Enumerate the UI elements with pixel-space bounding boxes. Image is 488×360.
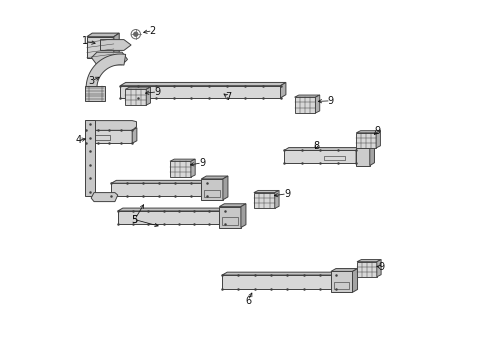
Text: 7: 7 bbox=[224, 92, 231, 102]
Polygon shape bbox=[369, 145, 374, 166]
Polygon shape bbox=[170, 159, 195, 161]
Polygon shape bbox=[86, 128, 137, 130]
Polygon shape bbox=[87, 37, 114, 58]
Text: 8: 8 bbox=[313, 141, 319, 151]
Polygon shape bbox=[330, 269, 357, 271]
Polygon shape bbox=[356, 131, 380, 133]
Polygon shape bbox=[111, 180, 211, 183]
Polygon shape bbox=[114, 33, 119, 58]
Polygon shape bbox=[91, 52, 127, 65]
Polygon shape bbox=[219, 204, 245, 207]
Text: 2: 2 bbox=[149, 26, 156, 36]
Polygon shape bbox=[206, 180, 211, 196]
Polygon shape bbox=[330, 271, 352, 292]
Polygon shape bbox=[201, 179, 223, 200]
Polygon shape bbox=[355, 148, 360, 163]
Polygon shape bbox=[356, 133, 375, 148]
Polygon shape bbox=[91, 193, 118, 202]
Polygon shape bbox=[294, 95, 319, 97]
Polygon shape bbox=[315, 95, 319, 113]
Text: 1: 1 bbox=[82, 36, 88, 46]
Polygon shape bbox=[85, 120, 95, 196]
Polygon shape bbox=[223, 176, 227, 200]
Polygon shape bbox=[132, 128, 137, 143]
Text: 9: 9 bbox=[374, 126, 380, 136]
Polygon shape bbox=[356, 260, 380, 262]
Polygon shape bbox=[190, 159, 195, 177]
Polygon shape bbox=[375, 131, 380, 148]
Polygon shape bbox=[294, 97, 315, 113]
Polygon shape bbox=[201, 176, 227, 179]
Polygon shape bbox=[355, 148, 369, 166]
Text: 9: 9 bbox=[327, 96, 333, 106]
Polygon shape bbox=[253, 193, 274, 208]
Text: 9: 9 bbox=[154, 87, 160, 97]
Polygon shape bbox=[284, 148, 360, 150]
Text: 6: 6 bbox=[244, 296, 251, 306]
Text: 9: 9 bbox=[377, 262, 384, 272]
Polygon shape bbox=[170, 161, 190, 177]
Text: 3: 3 bbox=[88, 76, 94, 86]
Polygon shape bbox=[336, 272, 341, 289]
Polygon shape bbox=[111, 183, 206, 196]
Circle shape bbox=[133, 32, 138, 36]
Polygon shape bbox=[253, 190, 279, 193]
Text: 5: 5 bbox=[131, 215, 138, 225]
Polygon shape bbox=[125, 89, 146, 105]
Polygon shape bbox=[274, 190, 279, 208]
Polygon shape bbox=[118, 211, 224, 224]
Polygon shape bbox=[86, 54, 125, 94]
Polygon shape bbox=[146, 87, 150, 105]
Polygon shape bbox=[101, 40, 131, 50]
Polygon shape bbox=[118, 208, 229, 211]
Polygon shape bbox=[355, 145, 374, 148]
Text: 5: 5 bbox=[131, 215, 138, 225]
Polygon shape bbox=[86, 130, 132, 143]
Polygon shape bbox=[356, 262, 376, 277]
Polygon shape bbox=[376, 260, 380, 277]
Polygon shape bbox=[224, 208, 229, 224]
Text: 9: 9 bbox=[199, 158, 204, 168]
Polygon shape bbox=[85, 86, 104, 101]
Polygon shape bbox=[120, 86, 280, 98]
Polygon shape bbox=[280, 82, 285, 98]
Polygon shape bbox=[222, 275, 336, 289]
Polygon shape bbox=[86, 121, 136, 130]
Polygon shape bbox=[222, 272, 341, 275]
Polygon shape bbox=[87, 33, 119, 37]
Polygon shape bbox=[125, 87, 150, 89]
Polygon shape bbox=[120, 82, 285, 86]
Text: 9: 9 bbox=[284, 189, 289, 199]
Text: 4: 4 bbox=[75, 135, 81, 145]
Polygon shape bbox=[284, 150, 355, 163]
Polygon shape bbox=[352, 269, 357, 292]
Polygon shape bbox=[219, 207, 241, 228]
Polygon shape bbox=[241, 204, 245, 228]
